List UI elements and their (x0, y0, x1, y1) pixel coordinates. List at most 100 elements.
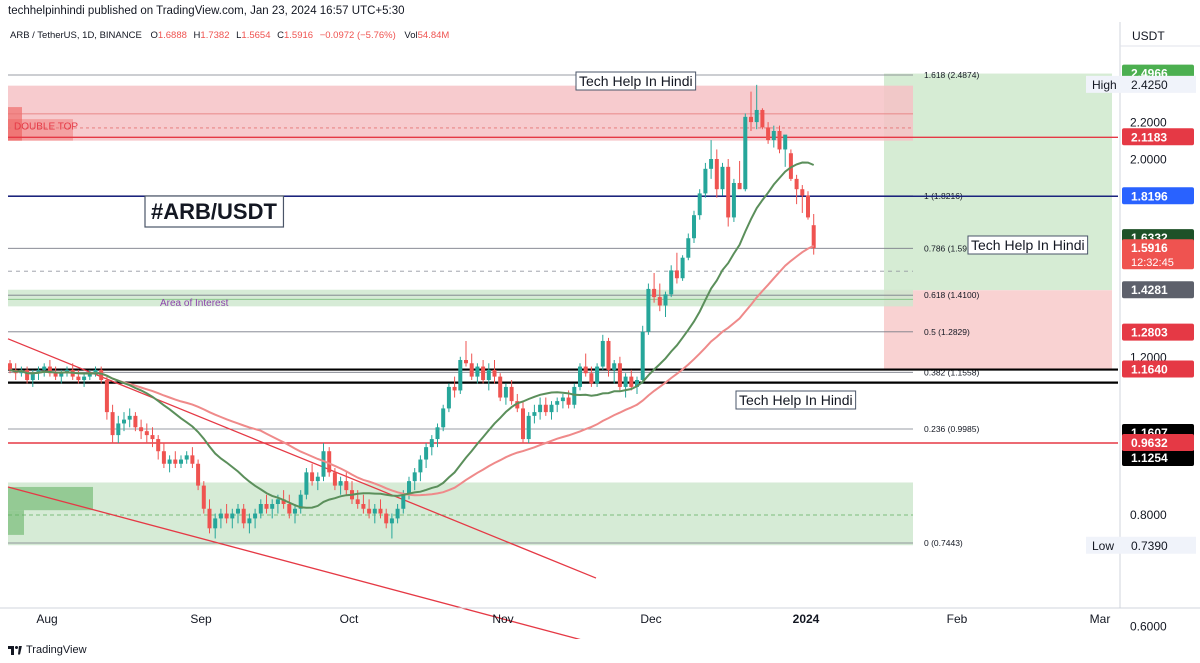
candle-body (150, 435, 155, 440)
candle-body (623, 376, 628, 387)
annotations-layer: Tech Help In Hindi Tech Help In Hindi Tech… (144, 71, 1089, 410)
candle-body (800, 189, 805, 196)
high-label: H (194, 30, 201, 41)
price-label-bg (1122, 360, 1194, 378)
candle-body (446, 386, 451, 409)
candle-body (224, 513, 229, 519)
candle-body (247, 518, 252, 524)
candle-body (498, 376, 503, 398)
candle-body (509, 386, 514, 402)
candle-body (264, 504, 269, 509)
candle-body (184, 455, 189, 460)
price-label-value: 1.1640 (1131, 363, 1168, 377)
tradingview-logo[interactable]: TradingView (8, 644, 87, 656)
candle-body (606, 340, 611, 370)
price-label-red: 0.9632 (1122, 433, 1194, 451)
candle-body (173, 459, 178, 464)
candle-body (93, 369, 98, 374)
symbol-name: ARB / TetherUS, 1D, BINANCE (10, 30, 142, 41)
price-label-high: High 2.4250 (1086, 75, 1196, 93)
candle-body (652, 288, 657, 298)
time-tick-label: 2024 (793, 612, 820, 626)
candle-body (464, 360, 468, 364)
candle-body (270, 504, 275, 509)
change-value: −0.0972 (−5.76%) (320, 30, 396, 41)
fib-level-label: 0.5 (1.2829) (924, 327, 970, 337)
candle-body (42, 366, 47, 370)
open-value: 1.6888 (158, 30, 187, 41)
candle-body (521, 408, 525, 440)
candle-body (538, 404, 543, 413)
candle-body (646, 288, 651, 332)
candle-body (367, 508, 372, 514)
price-label-low: Low 0.7390 (1086, 536, 1196, 554)
time-axis[interactable]: Aug Sep Oct Nov Dec 2024 Feb Mar (36, 612, 1110, 626)
time-tick-label: Mar (1090, 612, 1111, 626)
price-label-grey: 1.4281 (1122, 281, 1194, 299)
candle-body (25, 369, 30, 381)
candle-body (82, 376, 87, 381)
volume-profile-bar (8, 119, 73, 141)
candle-body (241, 508, 246, 524)
candle-body (669, 270, 674, 295)
open-label: O (150, 30, 157, 41)
candle-body (116, 423, 121, 436)
annotation-top-box (575, 71, 697, 91)
time-tick-label: Nov (492, 612, 513, 626)
zone-area-of-interest (8, 289, 913, 307)
price-label-bg (1122, 281, 1194, 299)
zone-support-bottom (8, 482, 913, 546)
candle-body (766, 127, 771, 141)
candle-body (697, 193, 702, 216)
moving-average-long (9, 244, 815, 497)
time-tick-label: Sep (190, 612, 212, 626)
candle-body (412, 472, 417, 482)
time-tick-label: Dec (640, 612, 661, 626)
candle-body (378, 508, 383, 514)
candle-body (515, 401, 520, 409)
candle-body (617, 363, 622, 387)
candle-body (179, 459, 183, 464)
candle-body (737, 182, 742, 190)
price-label-value: 1.1254 (1131, 451, 1168, 465)
candle-body (361, 504, 366, 509)
candle-body (686, 238, 691, 258)
candle-body (424, 447, 429, 460)
candle-body (59, 373, 64, 377)
candle-body (703, 168, 708, 194)
fib-level-label: 1.618 (2.4874) (924, 70, 979, 80)
candle-body (190, 455, 195, 464)
candle-body (122, 419, 126, 424)
candle-body (749, 116, 753, 123)
projection-target-zone (884, 73, 1112, 291)
fib-level-label: 0.236 (0.9985) (924, 424, 979, 434)
double-top-label: DOUBLE TOP (14, 122, 78, 133)
top-bar: techhelpinhindi published on TradingView… (0, 0, 1200, 22)
candle-body (714, 159, 719, 190)
candle-body (104, 380, 109, 413)
annotation-top: Tech Help In Hindi (579, 73, 693, 89)
price-tag-bg (1086, 75, 1196, 93)
candle-body (230, 513, 235, 519)
candle-body (207, 508, 212, 529)
price-axis[interactable]: 2.20002.00001.20000.80000.60002.4966High… (1086, 64, 1196, 634)
candle-body (526, 415, 531, 440)
candle-body (777, 131, 782, 150)
price-label-bg (1122, 323, 1194, 341)
candle-body (794, 178, 799, 190)
candle-body (139, 427, 144, 432)
candle-body (281, 499, 286, 505)
time-tick-label: Oct (340, 612, 359, 626)
price-chart[interactable]: DOUBLE TOP Area of Interest 1.618 (2.4874… (0, 22, 1200, 639)
candle-body (389, 518, 394, 524)
moving-average-short (9, 161, 815, 509)
candle-body (549, 404, 554, 413)
price-label-bg (1122, 128, 1194, 146)
price-label-value: 2.4250 (1131, 78, 1168, 92)
candle-body (788, 153, 793, 179)
fib-level-label: 0.618 (1.4100) (924, 290, 979, 300)
price-label-value: 0.9632 (1131, 436, 1168, 450)
candle-body (161, 451, 166, 464)
price-tick-label: 0.6000 (1130, 620, 1167, 634)
candle-body (452, 386, 457, 391)
